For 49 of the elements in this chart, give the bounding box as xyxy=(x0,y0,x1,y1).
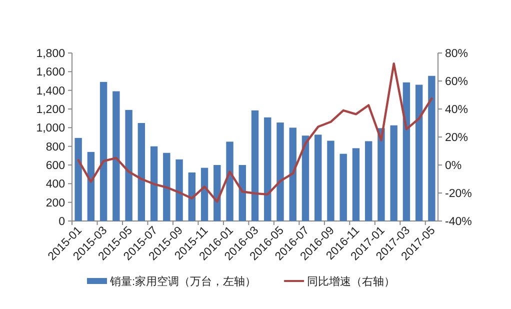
bar xyxy=(112,91,120,221)
bar xyxy=(302,136,310,221)
legend-label: 同比增速（右轴） xyxy=(307,275,396,288)
y2-tick-label: -40% xyxy=(445,216,472,228)
y-tick-label: 800 xyxy=(46,141,65,154)
bar xyxy=(364,141,372,221)
bar xyxy=(378,128,385,221)
bar xyxy=(163,152,170,221)
bar xyxy=(200,168,208,221)
y-tick-label: 1,400 xyxy=(36,85,65,98)
bar xyxy=(264,117,272,221)
bar xyxy=(74,138,82,221)
bar xyxy=(138,123,146,221)
bar xyxy=(150,146,158,221)
bar xyxy=(415,84,423,221)
bar xyxy=(428,76,436,221)
y-tick-label: 200 xyxy=(46,197,65,210)
y-tick-label: 1,600 xyxy=(36,66,65,79)
bar xyxy=(327,140,334,221)
bar xyxy=(402,82,410,221)
y-tick-label: 1,200 xyxy=(36,104,65,116)
bar xyxy=(289,128,296,221)
y2-tick-label: 40% xyxy=(445,104,468,116)
bar xyxy=(390,125,398,221)
y2-tick-label: 60% xyxy=(445,76,468,88)
y-tick-label: 1,000 xyxy=(36,122,65,135)
bar xyxy=(226,142,234,221)
y2-tick-label: 80% xyxy=(445,48,468,60)
line-series xyxy=(77,62,433,203)
y-tick-label: 1,800 xyxy=(36,48,65,60)
bar xyxy=(176,159,183,221)
bar xyxy=(276,122,284,221)
y2-tick-label: 0% xyxy=(445,160,462,172)
y2-tick-label: -20% xyxy=(445,188,472,200)
bar xyxy=(125,110,132,221)
bar xyxy=(314,134,322,221)
bar xyxy=(214,165,221,221)
bar xyxy=(340,154,347,221)
bar xyxy=(100,82,108,221)
y-tick-label: 600 xyxy=(46,160,65,172)
bar xyxy=(251,110,259,221)
bar xyxy=(238,165,246,221)
y-tick-label: 0 xyxy=(58,216,65,228)
bar xyxy=(188,172,196,221)
bar xyxy=(352,148,360,221)
y2-tick-label: 20% xyxy=(445,132,468,144)
bar xyxy=(87,152,95,221)
legend-label: 销量:家用空调（万台，左轴） xyxy=(109,275,256,288)
y-tick-label: 400 xyxy=(46,178,65,191)
